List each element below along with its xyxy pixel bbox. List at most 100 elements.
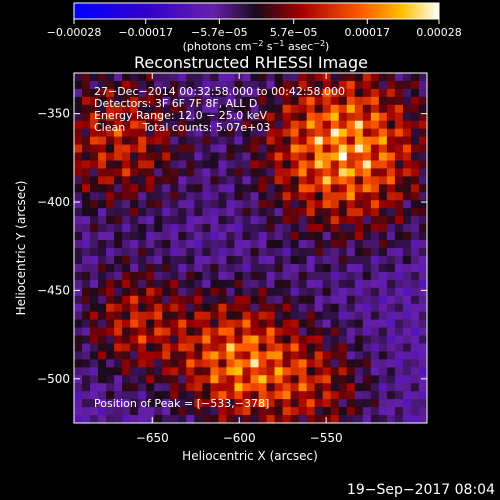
heatmap-cell [122,192,131,201]
heatmap-cell [178,136,187,145]
heatmap-cell [210,176,219,185]
heatmap-cell [362,160,372,169]
heatmap-cell [314,271,323,281]
heatmap-cell [114,359,123,368]
heatmap-cell [298,335,307,344]
heatmap-cell [82,104,91,114]
heatmap-cell [170,240,179,249]
heatmap-cell [146,104,155,114]
heatmap-cell [394,399,404,408]
heatmap-cell [354,255,364,265]
heatmap-cell [330,232,340,241]
heatmap-cell [314,88,323,98]
heatmap-cell [258,73,267,82]
heatmap-cell [82,311,91,320]
heatmap-cell [162,104,171,114]
heatmap-cell [218,80,227,90]
heatmap-cell [106,96,115,106]
heatmap-cell [362,303,372,312]
heatmap-cell [418,319,427,328]
heatmap-cell [194,255,203,265]
heatmap-cell [330,383,340,392]
heatmap-cell [170,160,179,169]
heatmap-cell [290,168,299,177]
heatmap-cell [202,104,211,114]
heatmap-cell [146,80,155,90]
heatmap-cell [410,144,420,153]
heatmap-cell [298,73,307,82]
heatmap-cell [90,232,99,241]
heatmap-cell [162,160,171,169]
heatmap-cell [370,192,380,201]
heatmap-cell [218,383,227,392]
heatmap-cell [202,128,211,137]
heatmap-cell [138,248,147,257]
heatmap-cell [290,248,299,257]
heatmap-cell [170,399,179,408]
heatmap-cell [306,311,315,320]
heatmap-cell [162,144,171,153]
heatmap-cell [202,263,211,273]
heatmap-cell [266,311,275,320]
heatmap-cell [258,88,267,98]
heatmap-cell [250,319,259,328]
heatmap-cell [218,375,227,384]
heatmap-cell [346,104,356,114]
heatmap-cell [338,136,348,145]
heatmap-cell [194,192,203,201]
heatmap-cell [418,303,427,312]
heatmap-cell [394,104,404,114]
heatmap-cell [306,152,315,161]
heatmap-cell [218,216,227,225]
heatmap-cell [418,208,427,217]
heatmap-cell [258,303,267,312]
heatmap-cell [98,415,107,423]
heatmap-cell [354,375,364,384]
heatmap-cell [74,152,83,161]
heatmap-cell [146,399,155,408]
heatmap-cell [170,200,179,209]
heatmap-cell [106,184,115,193]
heatmap-cell [362,168,372,177]
heatmap-cell [362,271,372,281]
heatmap-cell [362,216,372,225]
heatmap-cell [322,176,332,185]
heatmap-cell [314,383,323,392]
heatmap-cell [338,192,348,201]
heatmap-cell [258,248,267,257]
heatmap-cell [202,168,211,177]
heatmap-cell [138,80,147,90]
heatmap-cell [290,279,299,289]
heatmap-cell [162,192,171,201]
heatmap-cell [282,144,291,153]
heatmap-cell [90,144,99,153]
heatmap-cell [82,399,91,408]
heatmap-cell [146,248,155,257]
heatmap-cell [194,295,203,304]
heatmap-cell [234,279,243,289]
heatmap-cell [250,399,259,408]
heatmap-cell [298,176,307,185]
heatmap-cell [386,112,396,122]
heatmap-cell [402,319,412,328]
heatmap-cell [394,184,404,193]
heatmap-cell [98,192,107,201]
heatmap-cell [338,295,348,304]
heatmap-cell [186,192,195,201]
heatmap-cell [98,351,107,360]
heatmap-cell [234,152,243,161]
heatmap-cell [242,391,251,400]
heatmap-cell [130,152,139,161]
heatmap-cell [210,303,219,312]
heatmap-cell [346,120,356,129]
heatmap-cell [410,120,420,129]
heatmap-cell [338,216,348,225]
heatmap-cell [290,415,299,423]
heatmap-cell [322,96,332,106]
heatmap-cell [90,399,99,408]
heatmap-cell [186,160,195,169]
heatmap-cell [178,120,187,129]
heatmap-cell [306,168,315,177]
heatmap-cell [210,240,219,249]
heatmap-cell [138,279,147,289]
